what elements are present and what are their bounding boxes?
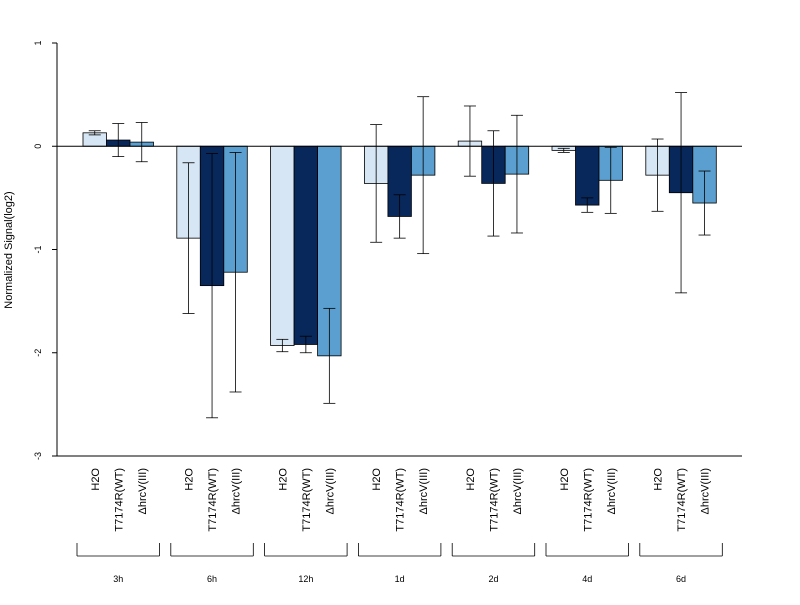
group-label: 1d xyxy=(395,574,405,584)
y-tick-label: -3 xyxy=(33,452,43,460)
category-label: T7174R(WT) xyxy=(207,468,219,532)
group-label: 12h xyxy=(298,574,313,584)
category-label: ΔhrcV(III) xyxy=(606,468,618,514)
category-label: ΔhrcV(III) xyxy=(700,468,712,514)
group-label: 6d xyxy=(676,574,686,584)
y-tick-label: -2 xyxy=(33,349,43,357)
category-label: T7174R(WT) xyxy=(113,468,125,532)
y-tick-label: 1 xyxy=(33,40,43,45)
group-label: 6h xyxy=(207,574,217,584)
category-label: T7174R(WT) xyxy=(488,468,500,532)
category-label: H2O xyxy=(371,468,383,491)
y-axis-title: Normalized Signal(log2) xyxy=(3,191,15,308)
bar xyxy=(293,145,319,345)
category-label: ΔhrcV(III) xyxy=(231,468,243,514)
category-label: H2O xyxy=(559,468,571,491)
category-label: H2O xyxy=(653,468,665,491)
category-label: T7174R(WT) xyxy=(301,468,313,532)
category-label: ΔhrcV(III) xyxy=(418,468,430,514)
category-label: T7174R(WT) xyxy=(582,468,594,532)
error-bars-layer xyxy=(57,92,742,419)
bar xyxy=(270,145,295,346)
category-label: T7174R(WT) xyxy=(395,468,407,532)
labels-layer: H2O T7174R(WT) ΔhrcV(III) 3h H2O T7174R(WT) Δh… xyxy=(76,468,723,584)
category-label: H2O xyxy=(465,468,477,491)
group-label: 4d xyxy=(582,574,592,584)
bar xyxy=(575,145,600,206)
category-label: ΔhrcV(III) xyxy=(324,468,336,514)
bars-layer xyxy=(82,132,717,357)
group-label: 2d xyxy=(488,574,498,584)
category-label: ΔhrcV(III) xyxy=(137,468,149,514)
y-tick-label: 0 xyxy=(33,144,43,149)
category-label: ΔhrcV(III) xyxy=(512,468,524,514)
axes-layer: 1 0 -1 -2 -3 xyxy=(33,40,742,460)
category-label: H2O xyxy=(184,468,196,491)
y-tick-label: -1 xyxy=(33,245,43,253)
group-label: 3h xyxy=(113,574,123,584)
category-label: H2O xyxy=(277,468,289,491)
category-label: H2O xyxy=(90,468,102,491)
category-label: T7174R(WT) xyxy=(676,468,688,532)
